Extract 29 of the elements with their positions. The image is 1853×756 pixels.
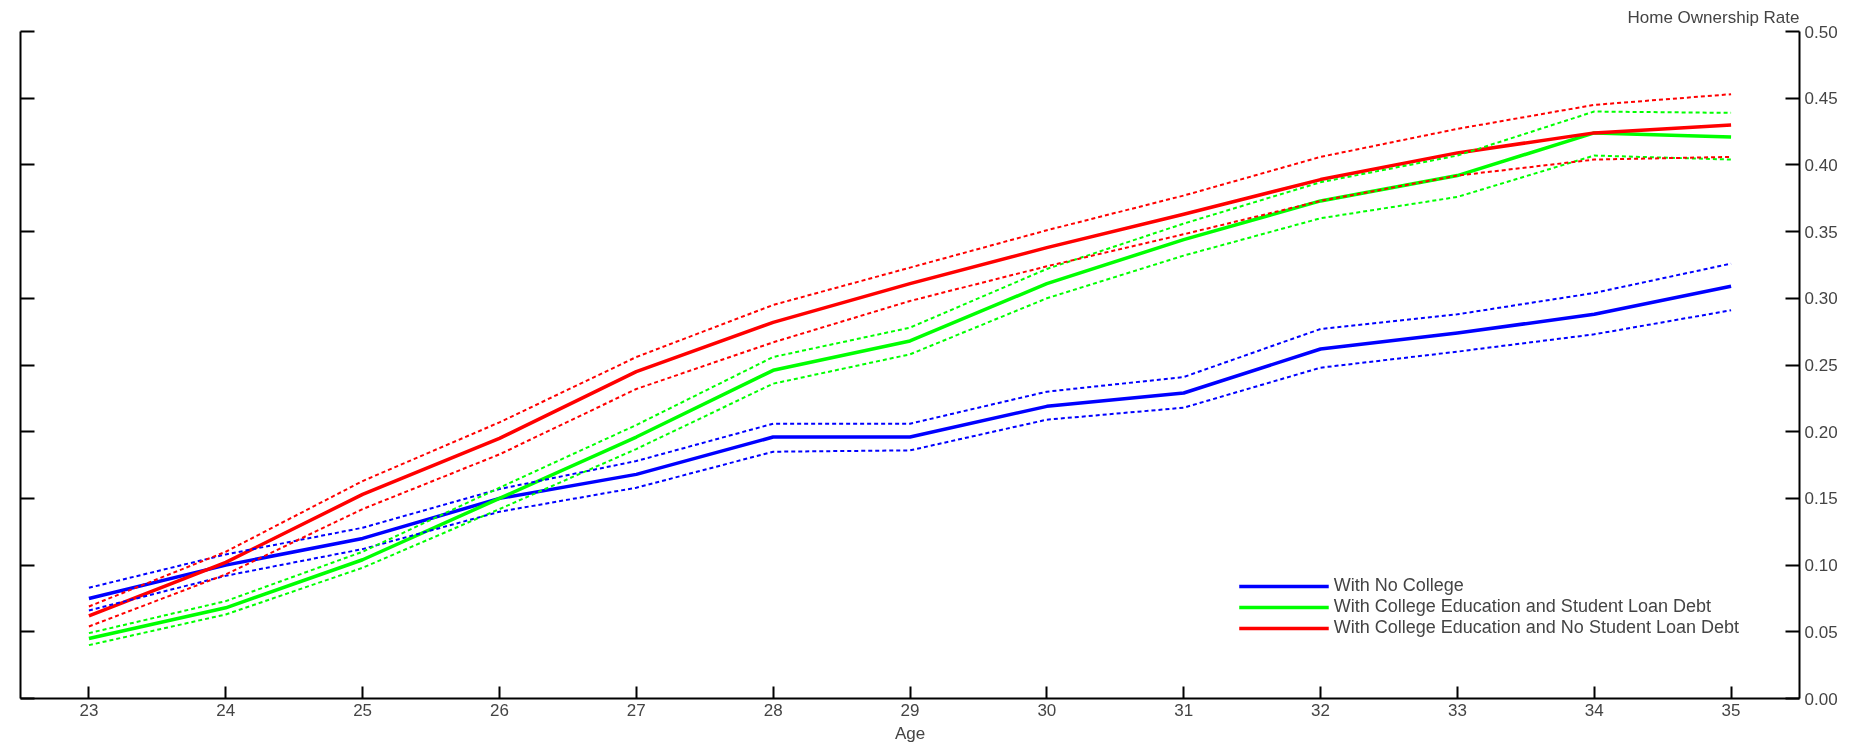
y-tick-label: 0.05 <box>1804 622 1838 642</box>
x-tick-label: 23 <box>79 700 99 720</box>
x-axis-title: Age <box>894 723 926 743</box>
y-tick-label: 0.30 <box>1804 289 1838 309</box>
x-tick-label: 29 <box>900 700 920 720</box>
x-tick-label: 26 <box>490 700 509 720</box>
legend-label: With College Education and Student Loan Debt <box>1333 596 1711 617</box>
legend-label: With College Education and No Student Loan Debt <box>1333 617 1739 638</box>
y-axis-title: Home Ownership Rate <box>1627 7 1800 27</box>
y-tick-label: 0.50 <box>1804 22 1838 42</box>
x-tick-label: 33 <box>1447 700 1467 720</box>
y-tick-label: 0.10 <box>1804 556 1838 576</box>
x-tick-label: 34 <box>1584 700 1604 720</box>
y-tick-label: 0.00 <box>1804 689 1838 709</box>
x-tick-label: 31 <box>1174 700 1194 720</box>
x-tick-label: 35 <box>1721 700 1741 720</box>
x-tick-label: 27 <box>626 700 646 720</box>
y-tick-label: 0.45 <box>1804 89 1838 109</box>
y-tick-label: 0.40 <box>1804 155 1838 175</box>
y-tick-label: 0.25 <box>1804 356 1838 375</box>
y-tick-label: 0.20 <box>1804 422 1838 442</box>
y-tick-label: 0.15 <box>1804 489 1838 509</box>
x-tick-label: 32 <box>1311 700 1331 720</box>
x-tick-label: 25 <box>353 700 373 720</box>
legend-label: With No College <box>1333 575 1464 596</box>
x-tick-label: 28 <box>763 700 783 720</box>
y-tick-label: 0.35 <box>1804 222 1838 242</box>
x-tick-label: 24 <box>216 700 236 720</box>
x-tick-label: 30 <box>1037 700 1057 720</box>
